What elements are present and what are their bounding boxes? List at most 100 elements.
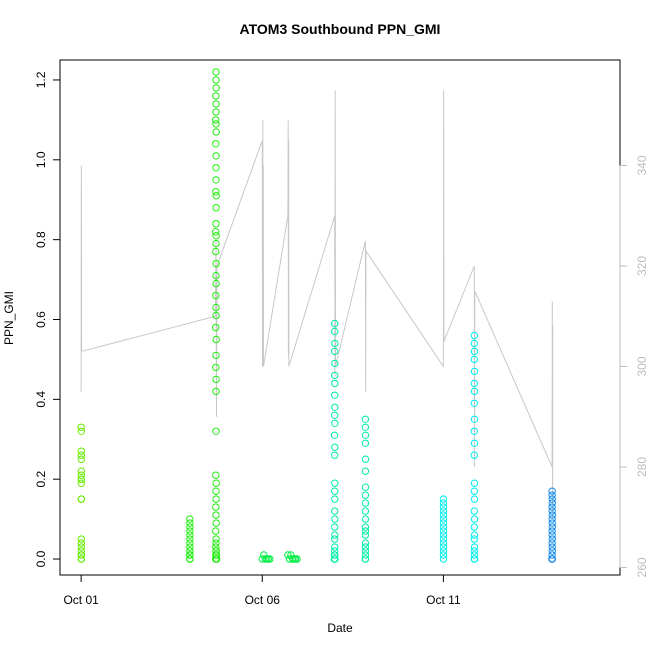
data-point [77,543,86,551]
data-point [361,539,370,547]
data-point [331,479,339,487]
data-point [212,120,220,128]
data-point [361,415,370,423]
data-point [186,551,194,559]
data-point [470,331,478,340]
data-point [284,551,292,559]
data-point [212,228,220,236]
data-point [470,439,479,447]
data-point [331,507,339,515]
data-point [331,523,339,531]
y2-tick-label: 300 [635,356,649,376]
data-point [331,347,339,356]
data-point [470,355,478,364]
data-point [361,547,370,555]
data-point [439,511,448,519]
y2-tick-label: 340 [635,155,649,175]
x-tick-label: Oct 06 [245,593,281,607]
data-point [330,431,339,439]
data-point [470,531,479,539]
data-point [212,108,220,116]
data-point [212,303,220,312]
data-point [331,443,339,451]
y-axis-left: 0.0 0.2 0.4 0.6 0.8 1.0 1.2 [34,71,61,567]
data-point [361,499,370,507]
data-point [548,495,556,503]
data-point [470,367,479,376]
data-point [548,515,556,523]
data-point [361,439,370,447]
data-point [212,164,220,172]
data-point [212,100,220,108]
data-point [548,531,556,539]
x-tick-label: Oct 01 [63,593,99,607]
data-point [186,543,194,551]
data-point [186,519,194,527]
data-point [331,543,339,551]
data-point [77,495,86,503]
data-point [331,379,339,388]
data-point [470,487,478,495]
data-point [293,555,301,563]
data-point [361,551,370,559]
data-point [266,555,274,563]
data-point [548,499,556,507]
data-point [212,279,220,288]
data-point [212,247,220,256]
data-point [470,523,478,531]
data-point [470,535,478,543]
data-point [361,491,370,499]
data-point [77,475,86,483]
data-point [361,423,370,431]
data-point [212,539,220,547]
data-point [212,387,220,396]
data-point [77,547,86,555]
data-point [439,555,448,563]
data-point [77,551,86,559]
data-point [212,543,220,551]
data-point [361,455,370,463]
data-point [331,487,339,495]
data-point [331,319,339,328]
data-point [186,535,194,543]
data-point [548,547,556,555]
point-series [77,423,86,563]
data-point [331,391,339,399]
data-point [470,555,479,563]
data-point [212,547,220,555]
y-axis-label: PPN_GMI [2,291,16,345]
data-point [548,527,556,535]
data-point [77,447,86,455]
data-point [331,403,339,411]
data-point [212,323,220,332]
point-series-group [77,68,556,563]
data-point [439,523,448,531]
point-series [439,331,479,563]
y2-tick-label: 320 [635,256,649,276]
data-point [331,555,339,563]
data-point [331,547,339,555]
data-point [361,431,370,439]
data-point [212,363,220,372]
data-point [361,523,370,531]
data-point [212,259,220,268]
data-point [548,507,556,515]
data-point [212,239,220,248]
point-series [330,319,370,563]
data-point [212,351,220,360]
data-point [439,515,448,523]
data-point [439,507,448,515]
data-point [331,327,339,336]
y2-tick-label: 280 [635,457,649,477]
data-point [77,451,86,459]
data-point [439,543,448,551]
data-point [212,188,220,196]
data-point [470,427,478,435]
data-point [331,535,339,543]
data-point [77,539,86,547]
data-point [213,555,221,563]
data-point [212,68,220,76]
data-point [361,531,370,539]
data-point [331,411,339,419]
data-point [212,375,220,384]
